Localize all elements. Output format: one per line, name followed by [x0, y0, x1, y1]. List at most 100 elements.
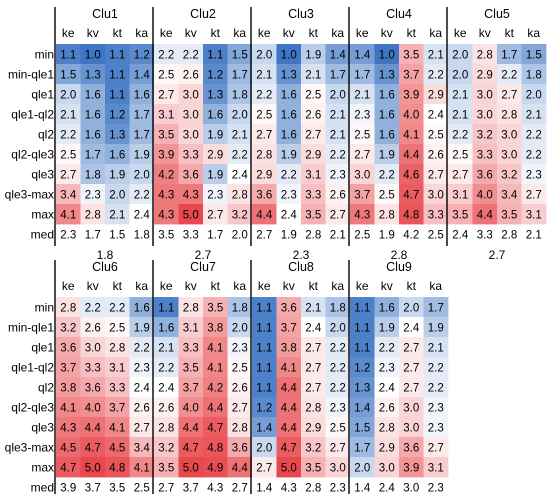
heatmap-cell [374, 397, 400, 418]
heatmap-cell [227, 204, 253, 225]
heatmap-cell [154, 144, 179, 165]
cell-value: 3.0 [403, 403, 419, 415]
cell-value: 1.6 [379, 303, 395, 315]
heatmap-cell [129, 44, 155, 65]
cell-value: 2.2 [330, 150, 346, 162]
heatmap-cell [56, 457, 81, 478]
cell-value: 4.1 [60, 210, 76, 222]
heatmap-cell [129, 337, 155, 358]
med-value: 1.5 [109, 230, 125, 242]
heatmap-cell [399, 104, 424, 125]
heatmap-cell [423, 317, 449, 338]
heatmap-cell [178, 44, 204, 65]
heatmap-cell [80, 124, 106, 145]
cell-value: 3.6 [183, 170, 199, 182]
cell-value: 2.1 [305, 70, 321, 82]
heatmap-cell [56, 377, 81, 398]
heatmap-cell [105, 377, 130, 398]
cell-value: 2.5 [158, 70, 174, 82]
heatmap-cell [521, 104, 547, 125]
heatmap-cell [350, 317, 375, 338]
column-header: ka [429, 26, 442, 40]
med-value: 1.7 [85, 230, 101, 242]
heatmap-cell [350, 437, 375, 458]
cell-value: 3.1 [305, 170, 321, 182]
cell-value: 2.2 [330, 383, 346, 395]
cell-value: 4.4 [477, 210, 494, 222]
cell-value: 1.7 [134, 130, 150, 142]
cell-value: 1.6 [281, 110, 297, 122]
heatmap-cell [276, 317, 302, 338]
heatmap-cell [374, 357, 400, 378]
heatmap-cell [325, 64, 351, 85]
heatmap-cell [178, 297, 204, 318]
heatmap-cell [472, 84, 498, 105]
cell-value: 2.9 [305, 150, 321, 162]
cell-value: 3.3 [305, 190, 321, 202]
column-header: ke [62, 26, 75, 40]
cluster-title: Clu3 [288, 7, 314, 21]
heatmap-cell [350, 337, 375, 358]
heatmap-cell [423, 124, 449, 145]
heatmap-cell [227, 417, 253, 438]
cell-value: 2.9 [207, 150, 223, 162]
cell-value: 3.5 [305, 210, 321, 222]
cell-value: 3.0 [379, 463, 395, 475]
cell-value: 2.6 [305, 110, 321, 122]
cell-value: 2.0 [452, 50, 468, 62]
cell-value: 2.2 [428, 383, 444, 395]
cell-value: 1.0 [281, 50, 297, 62]
heatmap-cell [423, 84, 449, 105]
cell-value: 2.2 [85, 303, 101, 315]
cell-value: 2.2 [256, 90, 272, 102]
cell-value: 2.5 [354, 130, 370, 142]
cell-value: 3.0 [183, 110, 199, 122]
cell-value: 2.2 [158, 50, 174, 62]
heatmap-cell [105, 124, 130, 145]
heatmap-cell [80, 84, 106, 105]
heatmap-cell [56, 104, 81, 125]
heatmap-cell [521, 64, 547, 85]
cell-value: 4.6 [403, 170, 419, 182]
cell-value: 3.6 [477, 170, 493, 182]
cell-value: 2.3 [207, 190, 223, 202]
cell-value: 1.2 [109, 110, 125, 122]
cell-value: 3.0 [330, 463, 346, 475]
heatmap-cell [399, 397, 424, 418]
cell-value: 4.7 [281, 443, 297, 455]
heatmap-cell [80, 417, 106, 438]
cell-value: 3.6 [232, 443, 248, 455]
cell-value: 3.0 [477, 110, 493, 122]
heatmap-cell [472, 184, 498, 205]
heatmap-cell [423, 457, 449, 478]
cell-value: 5.0 [183, 463, 199, 475]
cell-value: 1.5 [60, 70, 76, 82]
cell-value: 2.2 [501, 70, 517, 82]
cell-value: 1.9 [134, 323, 150, 335]
heatmap-cell [497, 64, 522, 85]
heatmap-cell [472, 204, 498, 225]
heatmap-cell [129, 144, 155, 165]
cell-value: 3.4 [60, 190, 77, 202]
cell-value: 4.1 [207, 343, 223, 355]
cell-value: 4.2 [207, 383, 223, 395]
row-label: qle3-max [5, 441, 54, 455]
cell-value: 2.1 [305, 303, 321, 315]
heatmap-cell [56, 417, 81, 438]
cell-value: 1.4 [354, 50, 371, 62]
med-value: 2.8 [501, 230, 517, 242]
heatmap-cell [129, 104, 155, 125]
heatmap-cell [350, 144, 375, 165]
cell-value: 3.3 [477, 150, 493, 162]
row-label-summary: med [31, 228, 54, 242]
cell-value: 3.7 [281, 323, 297, 335]
heatmap-cell [227, 144, 253, 165]
heatmap-cell [472, 144, 498, 165]
heatmap-cell [56, 204, 81, 225]
heatmap-cell [374, 457, 400, 478]
heatmap-cell [105, 64, 130, 85]
cell-value: 2.4 [232, 170, 249, 182]
cluster-title: Clu2 [190, 7, 216, 21]
cell-value: 2.8 [183, 303, 199, 315]
heatmap-cell [374, 317, 400, 338]
